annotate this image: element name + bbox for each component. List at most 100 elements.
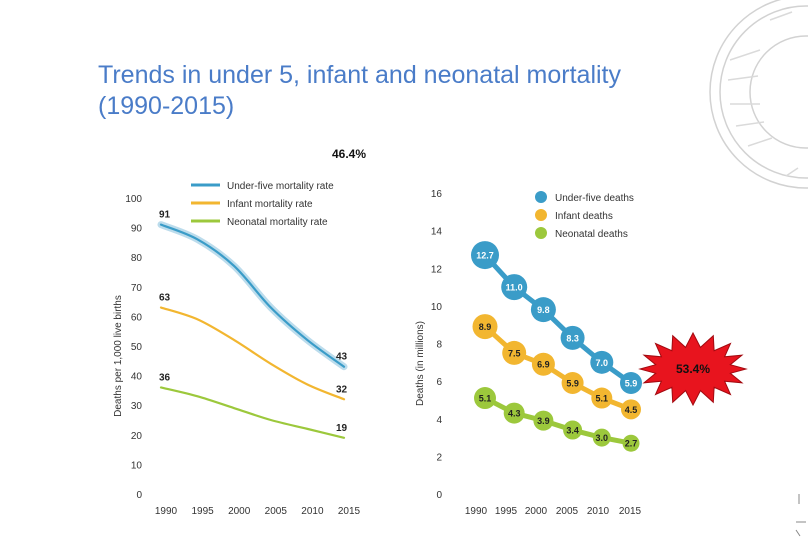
data-label-neonatal: 3.9 xyxy=(537,416,550,426)
data-label-under5: 7.0 xyxy=(596,358,609,368)
series-line-neonatal xyxy=(159,386,346,439)
y-tick-label: 16 xyxy=(431,189,443,200)
x-tick-label: 1995 xyxy=(191,506,214,517)
data-point-neonatal xyxy=(474,387,496,410)
data-label-neonatal: 2.7 xyxy=(625,439,638,449)
y-tick-label: 2 xyxy=(436,452,442,463)
x-tick-label: 2005 xyxy=(556,506,579,517)
y-tick-label: 8 xyxy=(436,340,442,351)
corner-mark-icon xyxy=(795,494,806,537)
x-tick-label: 2010 xyxy=(587,506,610,517)
x-tick-label: 2015 xyxy=(619,506,642,517)
data-label-infant: 5.1 xyxy=(596,394,609,404)
slide-title-line-1: Trends in under 5, infant and neonatal m… xyxy=(98,61,621,89)
y-tick-label: 90 xyxy=(131,224,143,235)
legend-label-infant: Infant mortality rate xyxy=(227,199,313,210)
data-point-infant xyxy=(531,352,555,376)
legend-swatch-infant xyxy=(535,209,547,221)
data-label-under5: 5.9 xyxy=(625,379,638,389)
series-start-label-under5: 91 xyxy=(159,210,171,221)
series-end-label-infant: 32 xyxy=(336,384,348,395)
data-label-infant: 6.9 xyxy=(537,360,550,370)
y-tick-label: 80 xyxy=(131,253,143,264)
data-label-under5: 8.3 xyxy=(566,333,579,343)
y-axis-label: Deaths per 1,000 live births xyxy=(113,295,124,417)
x-tick-label: 2010 xyxy=(301,506,324,517)
legend-label-neonatal: Neonatal deaths xyxy=(555,229,628,240)
data-point-infant xyxy=(472,314,498,340)
data-label-under5: 9.8 xyxy=(537,305,550,315)
y-axis-label: Deaths (in millions) xyxy=(415,321,426,406)
y-tick-label: 14 xyxy=(431,227,443,238)
data-point-infant xyxy=(502,340,527,365)
data-point-infant xyxy=(561,372,584,395)
y-tick-label: 70 xyxy=(131,283,143,294)
y-tick-label: 60 xyxy=(131,312,143,323)
top-percentage-annotation: 46.4% xyxy=(332,147,367,161)
x-tick-label: 2000 xyxy=(228,506,251,517)
data-label-infant: 8.9 xyxy=(479,322,492,332)
series-end-label-neonatal: 19 xyxy=(336,423,348,434)
data-point-under5 xyxy=(560,325,585,350)
y-tick-label: 50 xyxy=(131,342,143,353)
data-point-neonatal xyxy=(533,410,554,431)
legend-label-infant: Infant deaths xyxy=(555,211,613,222)
y-tick-label: 4 xyxy=(436,415,442,426)
data-point-under5 xyxy=(530,297,556,323)
data-point-neonatal xyxy=(563,420,583,440)
y-tick-label: 40 xyxy=(131,372,143,383)
burst-star-shape xyxy=(638,331,748,407)
x-tick-label: 1995 xyxy=(495,506,518,517)
legend-label-neonatal: Neonatal mortality rate xyxy=(227,217,328,228)
data-label-neonatal: 3.4 xyxy=(566,426,579,436)
chart-deaths-millions: 0 2 4 6 8 10 12 14 16 1990 1995 2000 2005 2010 2015 Dea… xyxy=(415,189,642,517)
y-tick-label: 10 xyxy=(431,302,443,313)
series-start-label-infant: 63 xyxy=(159,293,171,304)
chart-mortality-rate: 0 10 20 30 40 50 60 70 80 90 100 1990 1995 2000 2005 20… xyxy=(113,181,361,517)
legend-label-under5: Under-five deaths xyxy=(555,193,634,204)
data-label-neonatal: 3.0 xyxy=(596,433,609,443)
series-line-under5 xyxy=(159,223,346,368)
x-tick-label: 1990 xyxy=(155,506,178,517)
university-seal-logo xyxy=(709,0,808,189)
burst-annotation-label: 53.4% xyxy=(676,362,710,376)
data-label-infant: 5.9 xyxy=(566,379,579,389)
y-tick-label: 30 xyxy=(131,401,143,412)
legend-swatch-neonatal xyxy=(535,227,547,239)
burst-annotation: 53.4% xyxy=(638,331,748,407)
data-point-neonatal xyxy=(622,434,640,452)
legend-label-under5: Under-five mortality rate xyxy=(227,181,334,192)
y-tick-label: 6 xyxy=(436,377,442,388)
data-label-under5: 12.7 xyxy=(476,251,494,261)
y-tick-label: 0 xyxy=(436,490,442,501)
data-point-under5 xyxy=(501,274,528,301)
data-point-neonatal xyxy=(503,402,525,424)
data-point-under5 xyxy=(620,372,642,395)
y-tick-label: 20 xyxy=(131,431,143,442)
y-tick-label: 100 xyxy=(125,194,142,205)
y-tick-label: 12 xyxy=(431,264,443,275)
data-label-neonatal: 5.1 xyxy=(479,394,492,404)
y-tick-label: 0 xyxy=(136,490,142,501)
data-label-under5: 11.0 xyxy=(506,283,523,293)
series-start-label-neonatal: 36 xyxy=(159,372,171,383)
series-band-under5 xyxy=(157,221,348,371)
slide-title-line-2: (1990-2015) xyxy=(98,92,235,120)
x-tick-label: 2005 xyxy=(265,506,288,517)
data-point-infant xyxy=(621,399,641,420)
data-label-infant: 7.5 xyxy=(508,348,521,358)
data-point-under5 xyxy=(471,241,499,270)
legend-swatch-under5 xyxy=(535,191,547,203)
slide-title: Trends in under 5, infant and neonatal m… xyxy=(98,60,621,122)
data-point-under5 xyxy=(590,350,614,374)
series-end-label-under5: 43 xyxy=(336,352,348,363)
x-tick-label: 2015 xyxy=(338,506,361,517)
series-line-infant xyxy=(159,306,346,401)
y-tick-label: 10 xyxy=(131,460,143,471)
x-tick-label: 1990 xyxy=(465,506,488,517)
x-tick-label: 2000 xyxy=(525,506,548,517)
data-label-neonatal: 4.3 xyxy=(508,409,521,419)
data-label-infant: 4.5 xyxy=(625,405,638,415)
data-point-infant xyxy=(591,387,613,409)
